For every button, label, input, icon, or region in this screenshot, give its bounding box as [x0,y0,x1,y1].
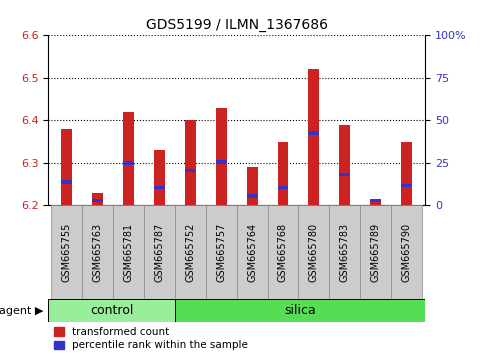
Bar [123,161,134,165]
Bar [113,205,144,299]
Bar [247,167,257,205]
Bar [175,205,206,299]
Bar [237,205,268,299]
Bar [401,184,412,187]
Bar [61,180,72,184]
Text: GSM665789: GSM665789 [370,223,381,282]
Bar [154,186,165,189]
Legend: transformed count, percentile rank within the sample: transformed count, percentile rank withi… [54,327,248,350]
Bar [401,142,412,205]
Bar [329,205,360,299]
Bar [309,69,319,205]
Text: agent ▶: agent ▶ [0,306,43,316]
Bar [298,205,329,299]
Text: GSM665790: GSM665790 [401,223,412,282]
Bar [340,173,350,176]
Title: GDS5199 / ILMN_1367686: GDS5199 / ILMN_1367686 [146,18,327,32]
Text: silica: silica [284,304,316,317]
Bar [154,150,165,205]
Bar [216,108,227,205]
Bar [123,112,134,205]
Bar [309,131,319,135]
Text: GSM665752: GSM665752 [185,223,195,282]
Bar [175,299,425,322]
Text: GSM665755: GSM665755 [62,223,72,282]
Bar [144,205,175,299]
Bar [268,205,298,299]
Text: GSM665780: GSM665780 [309,223,319,282]
Bar [278,142,288,205]
Text: GSM665757: GSM665757 [216,223,226,282]
Bar [216,160,227,164]
Text: GSM665783: GSM665783 [340,223,350,282]
Bar [278,186,288,189]
Bar [340,125,350,205]
Bar [360,205,391,299]
Bar [185,120,196,205]
Bar [185,169,196,172]
Bar [82,205,113,299]
Text: control: control [90,304,133,317]
Text: GSM665781: GSM665781 [124,223,134,282]
Text: GSM665768: GSM665768 [278,223,288,282]
Text: GSM665763: GSM665763 [93,223,103,282]
Bar [247,194,257,198]
Bar [391,205,422,299]
Text: GSM665787: GSM665787 [155,223,165,282]
Bar [370,199,381,202]
Bar [92,193,103,205]
Bar [48,299,175,322]
Bar [370,201,381,205]
Text: GSM665764: GSM665764 [247,223,257,282]
Bar [51,205,82,299]
Bar [61,129,72,205]
Bar [92,199,103,202]
Bar [206,205,237,299]
